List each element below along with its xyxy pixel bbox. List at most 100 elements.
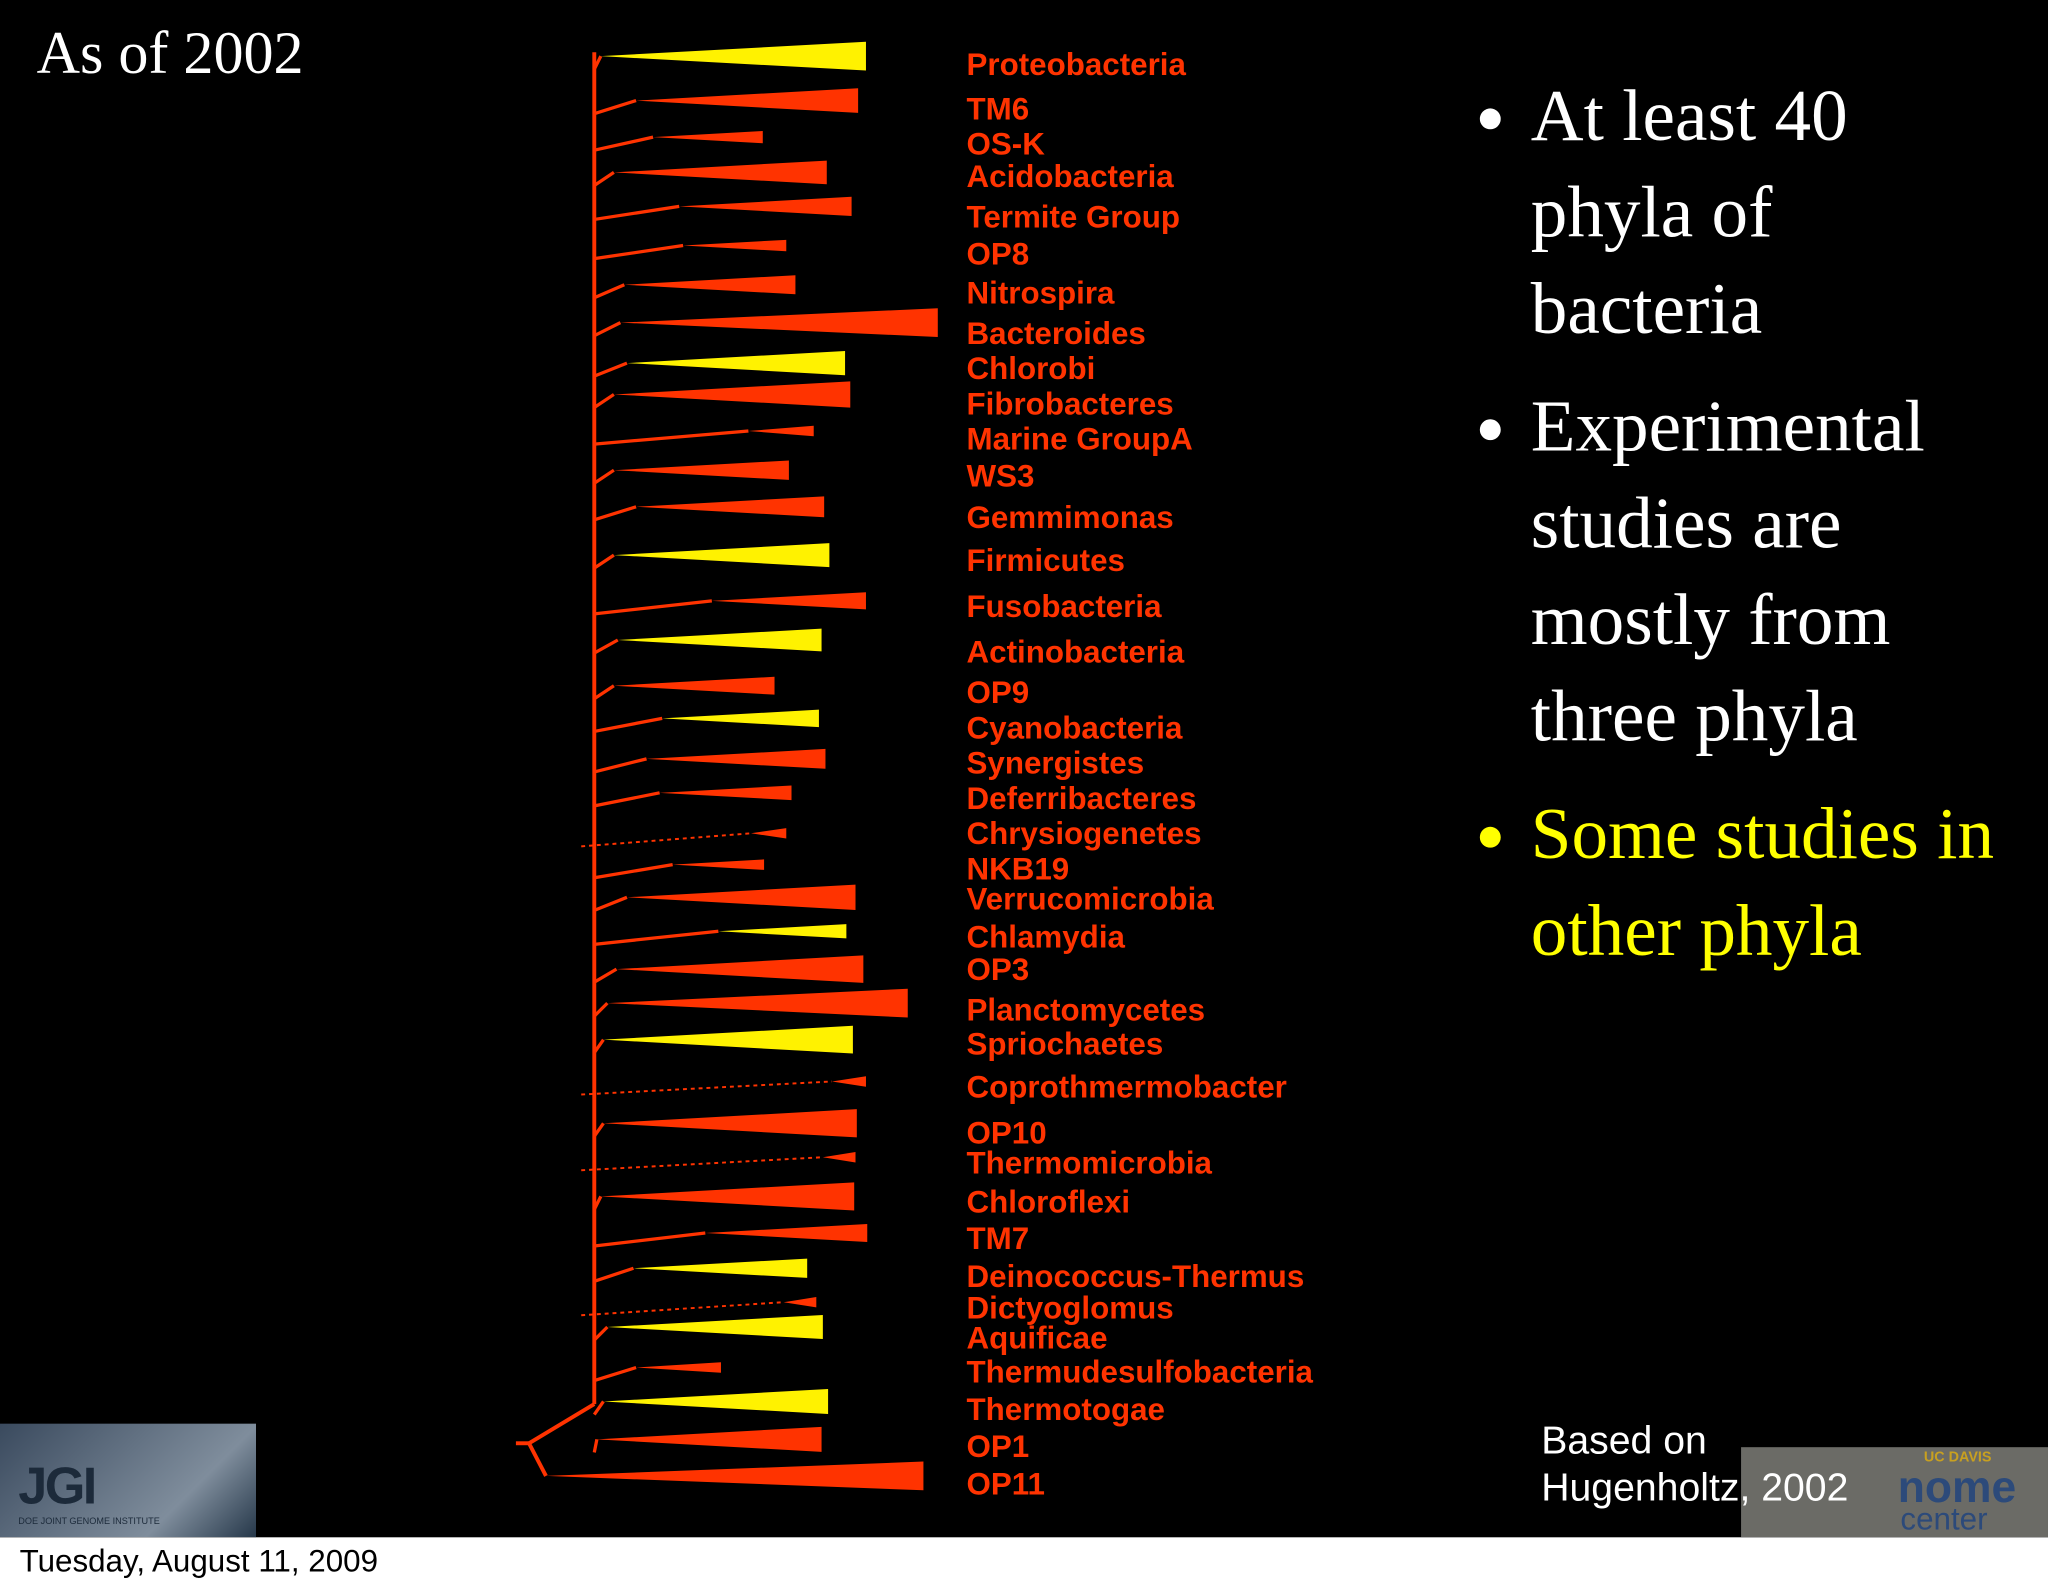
clade-wedge xyxy=(616,955,864,983)
bullet-list: At least 40 phyla of bacteriaExperimenta… xyxy=(1450,68,1999,1001)
bullet: At least 40 phyla of bacteria xyxy=(1531,68,1999,358)
taxon-label: Chlorobi xyxy=(967,351,1096,386)
clade-wedge xyxy=(662,709,819,728)
taxon-label: Nitrospira xyxy=(967,275,1116,310)
taxon-label: Firmicutes xyxy=(967,543,1125,578)
clade-wedge xyxy=(624,275,796,295)
taxon-label: OP1 xyxy=(967,1429,1030,1464)
clade-wedge xyxy=(659,785,792,801)
tree-branch xyxy=(527,1442,548,1477)
taxon-label: OP3 xyxy=(967,952,1030,987)
taxon-label: WS3 xyxy=(967,458,1035,493)
bullet: Experimental studies are mostly from thr… xyxy=(1531,379,1999,766)
clade-wedge xyxy=(783,1296,817,1308)
tree-branch xyxy=(581,1080,833,1096)
citation: Based on Hugenholtz, 2002 xyxy=(1541,1418,1848,1512)
taxon-label: Gemmimonas xyxy=(967,500,1174,535)
clade-wedge xyxy=(636,1362,721,1373)
tree-branch xyxy=(593,895,628,912)
tree-branch xyxy=(593,321,622,338)
taxon-label: Deinococcus-Thermus xyxy=(967,1259,1305,1294)
tree-branch xyxy=(593,1266,634,1283)
taxon-label: OP10 xyxy=(967,1115,1047,1150)
taxon-label: Marine GroupA xyxy=(967,422,1193,457)
logo-text: nome xyxy=(1897,1462,2017,1513)
tree-branch xyxy=(594,1231,706,1248)
clade-wedge xyxy=(603,1388,829,1414)
clade-wedge xyxy=(603,1109,857,1138)
taxon-label: Cyanobacteria xyxy=(967,710,1183,745)
clade-wedge xyxy=(711,592,866,610)
tree-branch xyxy=(593,393,615,409)
genome-center-logo: UC DAVIS nome center xyxy=(1741,1447,2048,1538)
tree-branch xyxy=(581,1301,784,1317)
clade-wedge xyxy=(607,988,908,1018)
tree-branch xyxy=(593,757,647,774)
tree-branch xyxy=(593,716,663,734)
clade-wedge xyxy=(705,1223,868,1242)
clade-wedge xyxy=(636,496,825,518)
jgi-logo: JGI DOE JOINT GENOME INSTITUTE xyxy=(0,1423,256,1538)
taxon-label: Thermotogae xyxy=(967,1392,1165,1427)
taxon-label: TM7 xyxy=(967,1221,1030,1256)
tree-branch xyxy=(593,505,637,522)
tree-branch xyxy=(592,1400,605,1416)
tree-branch xyxy=(594,929,719,946)
taxon-label: Synergistes xyxy=(967,746,1145,781)
taxon-label: Acidobacteria xyxy=(967,159,1175,194)
taxon-label: Coprothmermobacter xyxy=(967,1070,1287,1105)
clade-wedge xyxy=(600,41,866,71)
taxon-label: Spriochaetes xyxy=(967,1026,1164,1061)
clade-wedge xyxy=(596,1426,822,1452)
slide: As of 2002 Proteobacteria TM6 OS-K Acidobac… xyxy=(0,0,2048,1537)
tree-branch xyxy=(594,599,713,616)
tree-branch xyxy=(592,1122,605,1138)
clade-wedge xyxy=(603,1025,853,1054)
clade-wedge xyxy=(633,1258,808,1278)
clade-wedge xyxy=(545,1461,924,1491)
taxon-label: Planctomycetes xyxy=(967,993,1206,1028)
citation-line: Hugenholtz, 2002 xyxy=(1541,1466,1849,1510)
tree-branch xyxy=(593,791,660,808)
tree-branch xyxy=(593,283,625,300)
clade-wedge xyxy=(718,924,847,939)
tree-branch xyxy=(592,1038,605,1054)
taxon-label: Aquificae xyxy=(967,1320,1108,1355)
taxon-label: OP8 xyxy=(967,236,1030,271)
clade-wedge xyxy=(626,350,846,376)
tree-branch xyxy=(593,361,628,378)
taxon-label: NKB19 xyxy=(967,851,1070,886)
logo-text: center xyxy=(1900,1502,1988,1538)
tree-branch xyxy=(593,135,654,152)
taxon-label: Proteobacteria xyxy=(967,47,1187,82)
tree-branch xyxy=(594,863,673,880)
taxon-label: Actinobacteria xyxy=(967,635,1185,670)
clade-wedge xyxy=(831,1076,866,1087)
slide-title: As of 2002 xyxy=(36,19,304,87)
tree-branch xyxy=(593,1001,609,1018)
clade-wedge xyxy=(679,196,852,216)
tree-branch xyxy=(594,204,680,222)
citation-line: Based on xyxy=(1541,1419,1707,1463)
taxon-label: OS-K xyxy=(967,127,1046,162)
taxon-label: OP11 xyxy=(967,1467,1045,1502)
clade-wedge xyxy=(751,828,787,839)
tree-branch xyxy=(593,553,615,570)
taxon-label: Deferribacteres xyxy=(967,781,1197,816)
clade-wedge xyxy=(636,88,859,113)
taxon-label: TM6 xyxy=(967,91,1030,126)
tree-branch xyxy=(593,638,619,655)
taxon-label: Verrucomicrobia xyxy=(967,882,1215,917)
clade-wedge xyxy=(607,1315,823,1339)
clade-wedge xyxy=(626,884,856,911)
tree-branch xyxy=(592,1195,603,1211)
taxon-label: Termite Group xyxy=(967,200,1181,235)
taxon-label: Thermudesulfobacteria xyxy=(967,1354,1314,1389)
clade-wedge xyxy=(613,460,789,480)
taxon-label: Chloroflexi xyxy=(967,1185,1131,1220)
taxon-label: Thermomicrobia xyxy=(967,1145,1213,1180)
clade-wedge xyxy=(613,381,851,408)
tree-branch xyxy=(593,1365,637,1383)
